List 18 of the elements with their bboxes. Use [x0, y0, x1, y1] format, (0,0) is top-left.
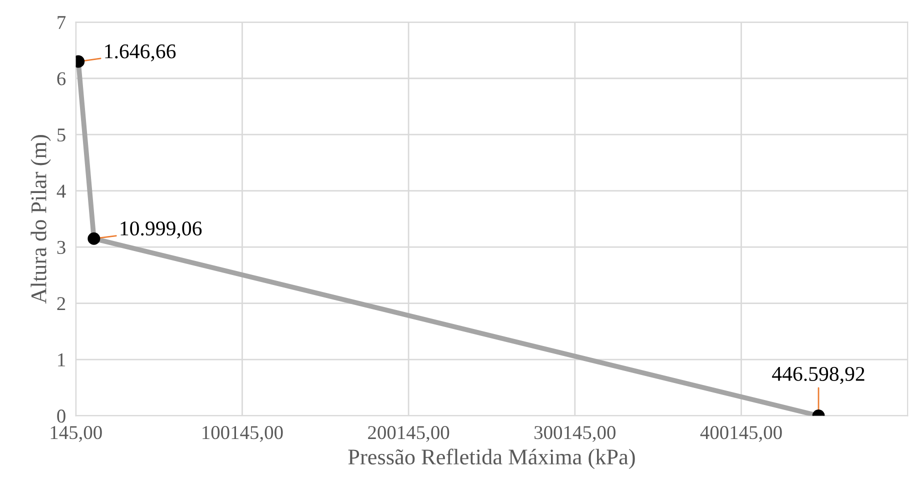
y-tick-label: 7	[58, 16, 66, 29]
x-tick-label: 100145,00	[202, 426, 283, 442]
y-tick-label: 3	[57, 240, 66, 254]
y-tick-label: 2	[57, 297, 66, 310]
y-tick-label: 1	[58, 353, 65, 366]
y-tick-label: 4	[56, 184, 66, 198]
x-axis-title: Pressão Refletida Máxima (kPa)	[348, 448, 635, 470]
annotation: 446.598,92	[772, 366, 864, 384]
annotation: 10.999,06	[120, 221, 202, 238]
y-axis-title: Altura do Pilar (m)	[30, 135, 51, 304]
y-tick-label: 6	[57, 72, 66, 86]
x-tick-label: 200145,00	[368, 426, 450, 442]
x-tick-label: 300145,00	[534, 426, 616, 442]
annotation: 1.646,66	[105, 44, 176, 62]
y-tick-label: 5	[58, 128, 66, 142]
x-tick-label: 145,00	[50, 426, 102, 442]
y-tick-label: 0	[57, 410, 66, 423]
x-tick-label: 400145,00	[700, 426, 782, 442]
